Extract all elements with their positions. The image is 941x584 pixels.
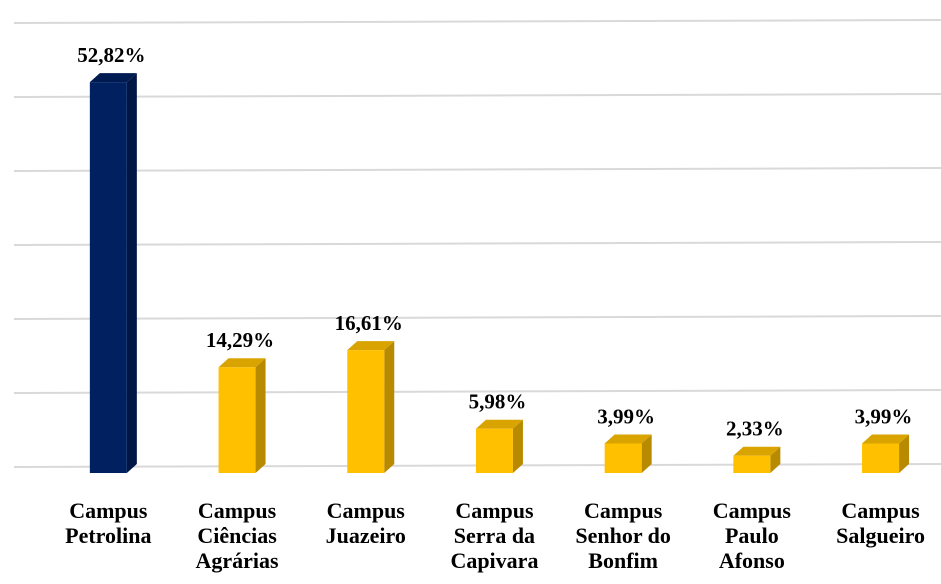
data-label: 3,99% (855, 404, 913, 428)
bar-side (255, 358, 266, 473)
x-tick-label: Campus Paulo Afonso (712, 498, 791, 573)
data-label: 5,98% (469, 390, 527, 414)
grid-line (13, 389, 941, 394)
bar-top (604, 434, 652, 444)
bar-top (347, 341, 395, 351)
bar-side (770, 446, 781, 473)
bar-top (218, 358, 266, 368)
bar-front (862, 443, 900, 473)
bar (475, 419, 523, 473)
grid-line (13, 19, 941, 24)
x-tick-label: Campus Petrolina (65, 498, 152, 548)
x-tick-label: Campus Ciências Agrárias (195, 498, 279, 573)
bar-front (604, 443, 642, 473)
data-label: 52,82% (77, 43, 145, 67)
data-label: 14,29% (206, 328, 274, 352)
bar-front (347, 350, 385, 473)
grid-line (13, 315, 941, 320)
grid-line (13, 167, 941, 172)
grid-line (13, 93, 941, 98)
bar-side (899, 434, 910, 473)
bar (218, 358, 266, 473)
bar-top (733, 446, 781, 456)
x-tick-label: Campus Salgueiro (836, 498, 925, 548)
bar-side (126, 73, 137, 473)
data-label: 2,33% (726, 417, 784, 441)
bar-front (475, 428, 513, 473)
bar (862, 434, 910, 473)
bar-side (384, 341, 395, 473)
bar-top (862, 434, 910, 444)
bar (347, 341, 395, 473)
grid-line (13, 241, 941, 246)
bar (733, 446, 781, 473)
bar (604, 434, 652, 473)
x-tick-label: Campus Serra da Capivara (450, 498, 539, 573)
data-label: 16,61% (335, 311, 403, 335)
bar-top (89, 73, 137, 83)
bar-front (89, 82, 127, 473)
bar-front (218, 367, 256, 473)
x-tick-label: Campus Senhor do Bonfim (575, 498, 671, 573)
bar-side (641, 434, 652, 473)
bar-top (475, 419, 523, 429)
data-label: 3,99% (597, 404, 655, 428)
bar-front (733, 455, 771, 473)
bar (89, 73, 137, 473)
bar-side (512, 419, 523, 473)
x-tick-label: Campus Juazeiro (325, 498, 406, 548)
